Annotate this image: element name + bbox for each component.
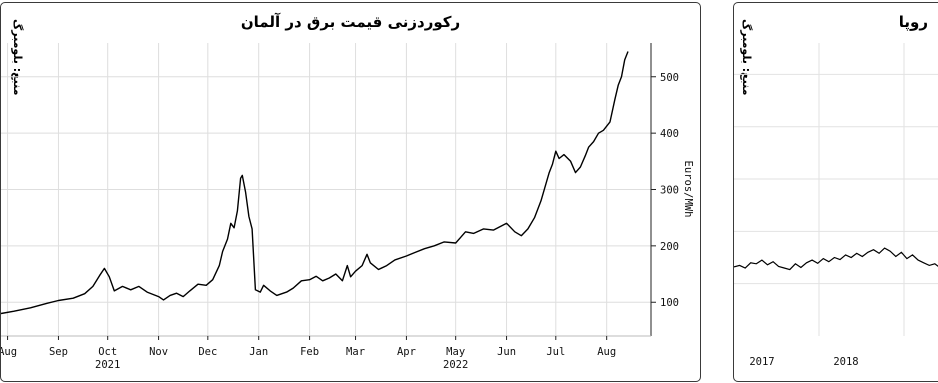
y-tick-label: 200 — [660, 241, 679, 253]
x-tick-label: Oct — [98, 346, 117, 358]
x-tick-label: Aug — [597, 346, 616, 358]
y-tick-label: 400 — [660, 128, 679, 140]
europe-series-line — [734, 247, 938, 271]
x-tick-label: Aug — [1, 346, 17, 358]
x-tick-label: 2018 — [833, 356, 858, 368]
x-tick-label: 2017 — [749, 356, 774, 368]
price-series-line — [1, 51, 629, 315]
x-tick-label: Jul — [546, 346, 565, 358]
x-tick-label: May — [446, 346, 465, 358]
x-tick-label: Sep — [49, 346, 68, 358]
x-year-label: 2021 — [95, 359, 120, 371]
x-tick-label: Jan — [249, 346, 268, 358]
chart-title: رکوردزنی قیمت برق در آلمان — [240, 13, 461, 31]
x-tick-label: Apr — [397, 346, 416, 358]
x-year-label: 2022 — [443, 359, 468, 371]
europe-line-chart: 2017 2018 — [734, 43, 938, 368]
x-tick-label: Mar — [346, 346, 365, 358]
y-tick-label: 500 — [660, 72, 679, 84]
y-tick-label: 300 — [660, 185, 679, 197]
x-tick-label: Dec — [198, 346, 217, 358]
x-tick-label: Jun — [497, 346, 516, 358]
chart-panel-germany: رکوردزنی قیمت برق در آلمان منبع: بلومبرگ… — [0, 2, 701, 382]
x-tick-label: Nov — [149, 346, 168, 358]
x-tick-label: Feb — [300, 346, 319, 358]
y-axis-label: Euros/MWh — [682, 161, 694, 218]
chart-title-partial: روپا — [898, 13, 928, 31]
chart-panel-europe: روپا منبع: بلومبرگ 2017 2018 — [733, 2, 938, 382]
chart-source-right: منبع: بلومبرگ — [740, 19, 753, 96]
y-tick-label: 100 — [660, 297, 679, 309]
